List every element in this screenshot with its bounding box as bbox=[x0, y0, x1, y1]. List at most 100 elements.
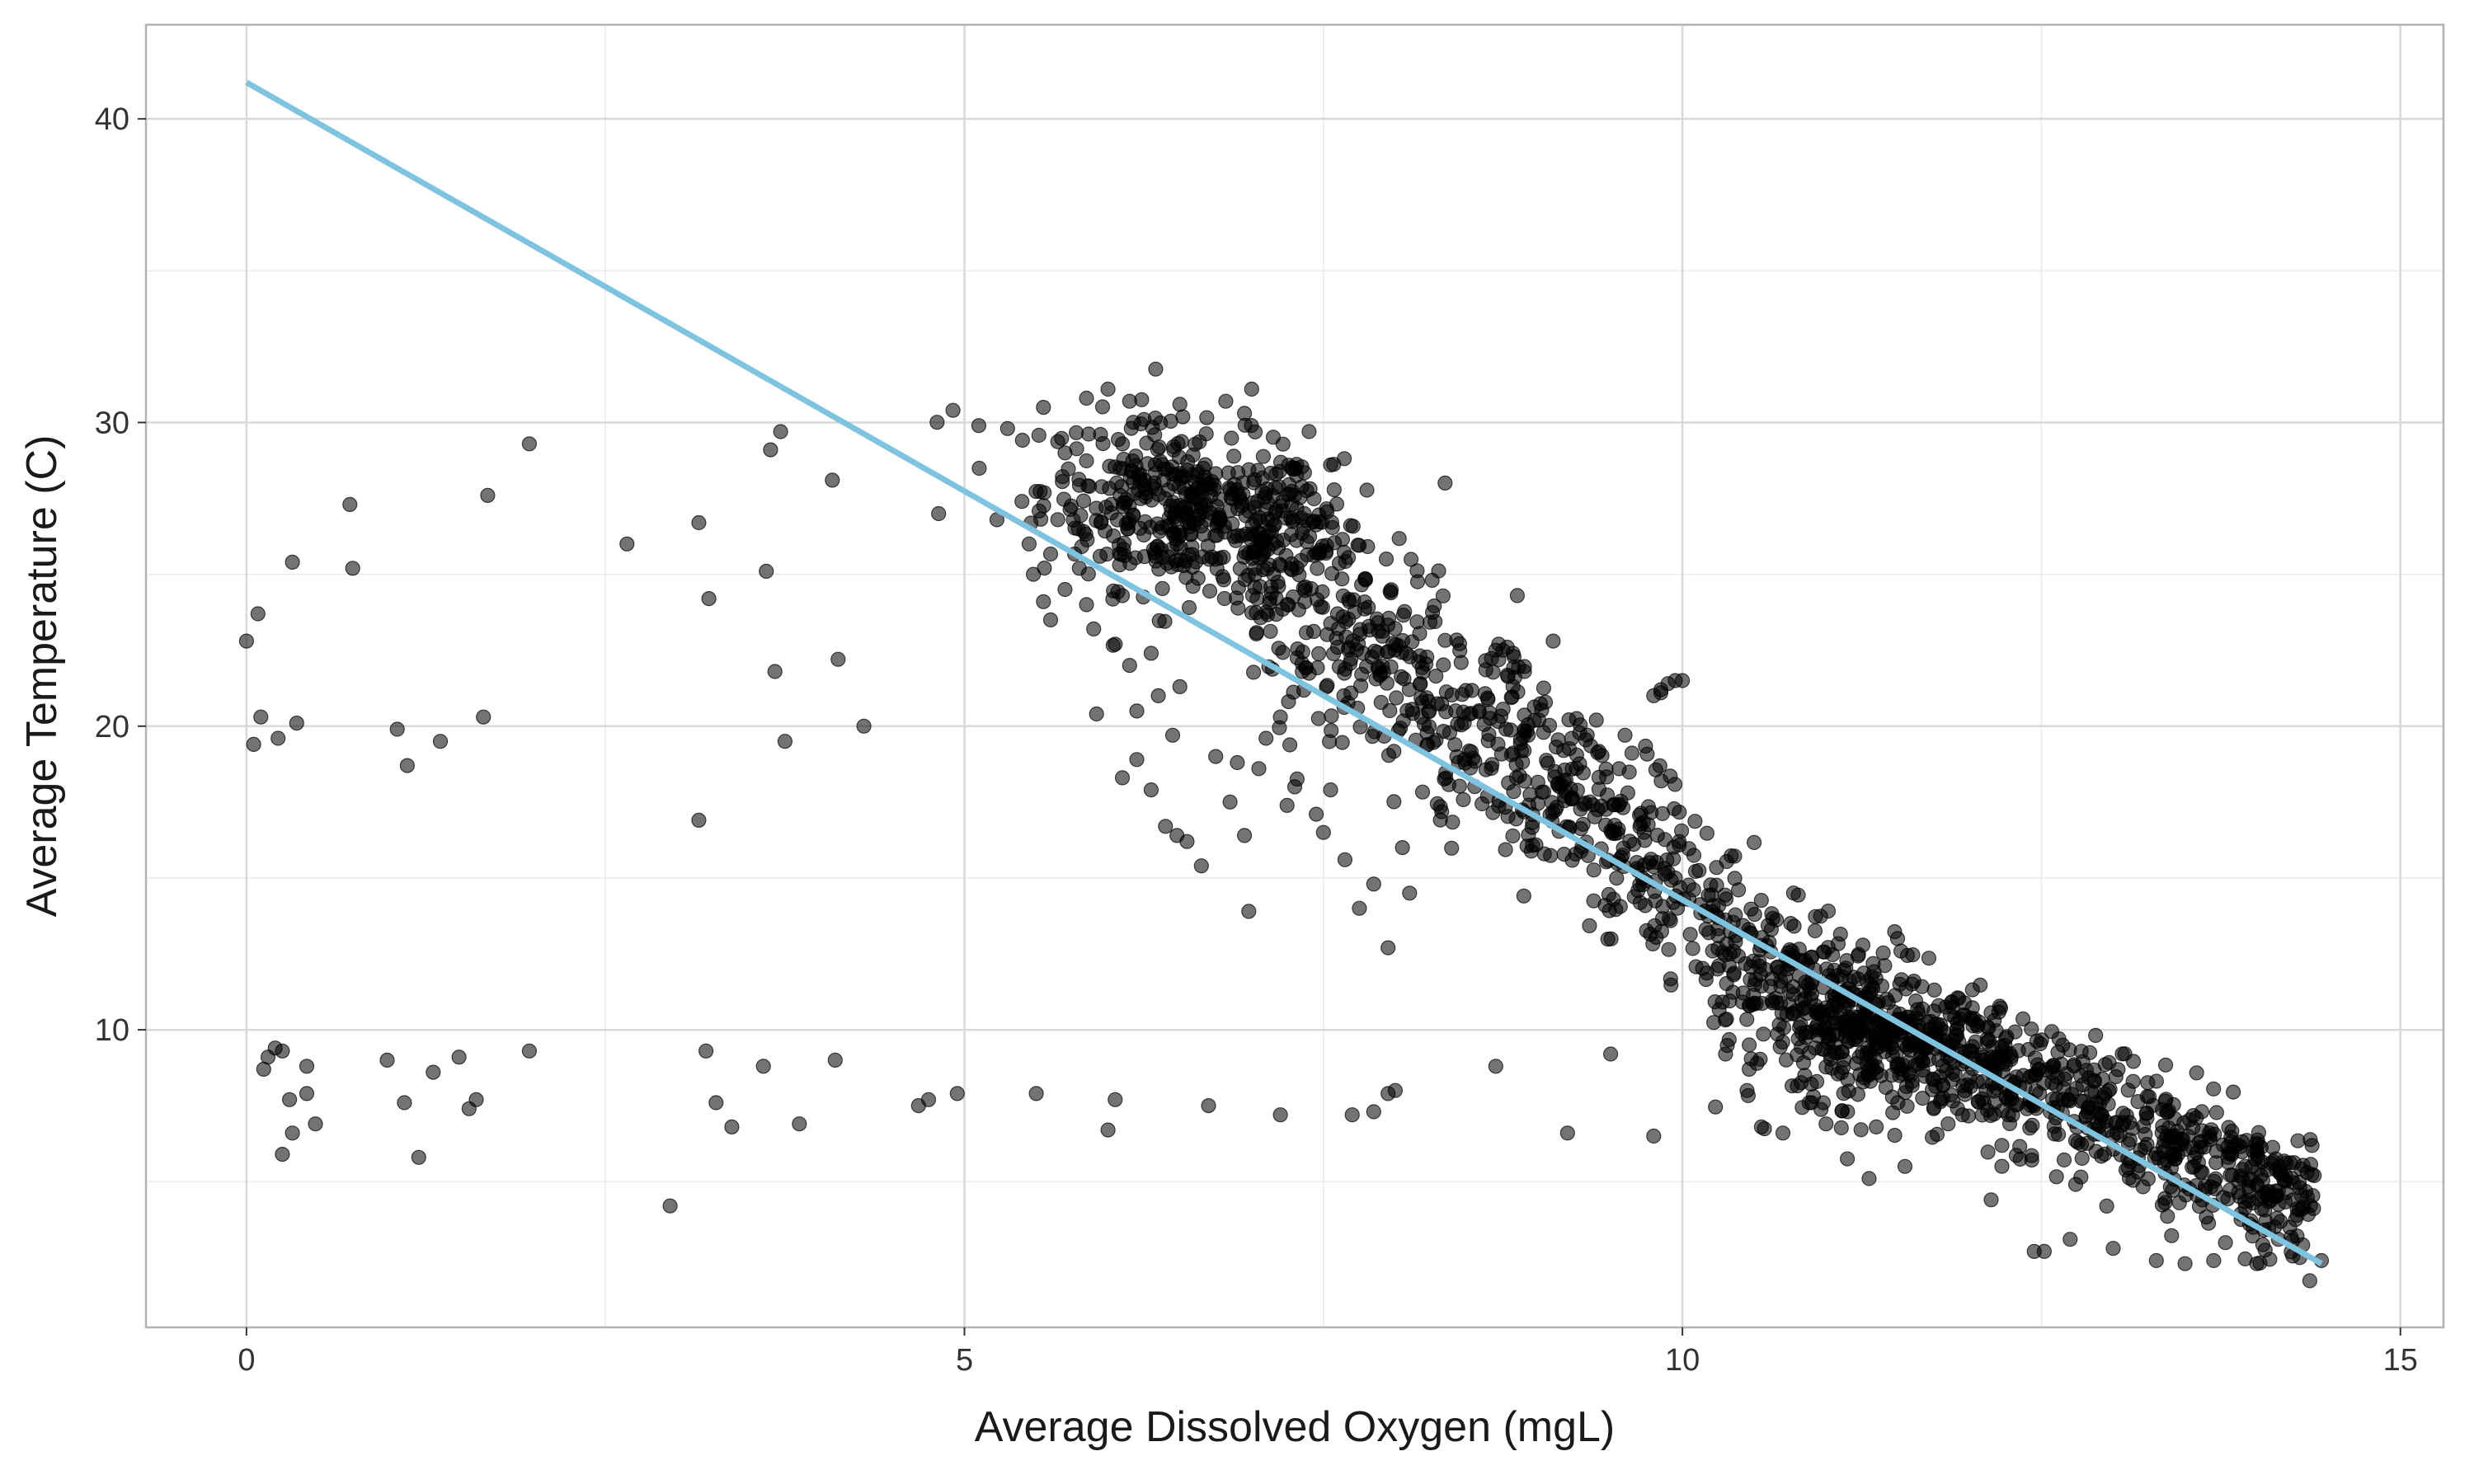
data-point bbox=[1361, 540, 1375, 554]
data-point bbox=[2195, 1105, 2209, 1119]
data-point bbox=[2025, 1148, 2039, 1162]
data-point bbox=[2049, 1170, 2063, 1184]
data-point bbox=[1747, 835, 1761, 849]
data-point bbox=[1870, 1120, 1884, 1134]
data-point bbox=[1750, 1056, 1764, 1070]
data-point bbox=[1117, 453, 1131, 467]
data-point bbox=[764, 443, 778, 457]
data-point bbox=[2194, 1165, 2208, 1179]
data-point bbox=[1569, 847, 1583, 861]
data-point bbox=[1822, 904, 1836, 918]
data-point bbox=[1338, 852, 1352, 866]
data-point bbox=[1166, 728, 1180, 742]
data-point bbox=[1123, 471, 1137, 485]
data-point bbox=[2146, 1098, 2160, 1112]
data-point bbox=[1029, 1087, 1043, 1101]
data-point bbox=[1454, 655, 1468, 669]
data-point bbox=[1376, 629, 1390, 643]
data-point bbox=[1616, 801, 1630, 815]
data-point bbox=[1498, 843, 1512, 857]
data-point bbox=[1777, 1021, 1791, 1035]
data-point bbox=[1362, 619, 1376, 633]
data-point bbox=[1058, 583, 1072, 597]
data-point bbox=[300, 1059, 314, 1073]
data-point bbox=[709, 1096, 723, 1110]
data-point bbox=[1841, 1152, 1855, 1166]
data-point bbox=[1506, 829, 1520, 843]
data-point bbox=[1672, 838, 1686, 852]
data-point bbox=[2089, 1028, 2103, 1042]
data-point bbox=[1089, 707, 1103, 721]
data-point bbox=[1898, 1038, 1912, 1052]
data-point bbox=[380, 1053, 394, 1067]
data-point bbox=[1840, 1020, 1854, 1034]
data-point bbox=[1676, 674, 1690, 688]
data-point bbox=[283, 1092, 297, 1106]
data-point bbox=[1644, 852, 1658, 866]
data-point bbox=[1663, 972, 1677, 986]
data-point bbox=[1455, 718, 1469, 732]
data-point bbox=[1782, 984, 1796, 998]
data-point bbox=[1183, 601, 1197, 615]
data-point bbox=[522, 437, 536, 451]
data-point bbox=[1851, 949, 1865, 963]
data-point bbox=[1668, 777, 1682, 791]
data-point bbox=[481, 488, 495, 502]
data-point bbox=[1259, 731, 1273, 745]
x-tick-label: 0 bbox=[238, 1343, 255, 1378]
data-point bbox=[1366, 877, 1380, 891]
data-point bbox=[1520, 724, 1534, 738]
data-point bbox=[1179, 487, 1193, 501]
data-point bbox=[1316, 825, 1330, 839]
data-point bbox=[2238, 1252, 2252, 1266]
data-point bbox=[1620, 786, 1634, 800]
data-point bbox=[275, 1148, 289, 1162]
data-point bbox=[1283, 738, 1297, 752]
data-point bbox=[2119, 1109, 2133, 1123]
data-point bbox=[477, 710, 491, 724]
data-point bbox=[1576, 766, 1590, 780]
data-point bbox=[1290, 772, 1304, 786]
data-point bbox=[1197, 462, 1211, 476]
data-point bbox=[1302, 425, 1316, 439]
data-point bbox=[1941, 1117, 1955, 1131]
data-point bbox=[1790, 1048, 1804, 1062]
data-point bbox=[412, 1150, 426, 1164]
data-point bbox=[1183, 501, 1197, 515]
data-point bbox=[1055, 431, 1069, 445]
data-point bbox=[1807, 1089, 1821, 1103]
data-point bbox=[2161, 1209, 2175, 1223]
data-point bbox=[1152, 613, 1166, 627]
data-point bbox=[2250, 1144, 2264, 1158]
data-point bbox=[1592, 770, 1606, 784]
data-point bbox=[1545, 805, 1559, 819]
data-point bbox=[1747, 996, 1761, 1010]
data-point bbox=[1188, 475, 1202, 489]
data-point bbox=[2074, 1045, 2088, 1059]
data-point bbox=[1759, 963, 1773, 977]
data-point bbox=[1332, 660, 1346, 674]
data-point bbox=[1491, 737, 1505, 751]
data-point bbox=[1546, 634, 1560, 648]
data-point bbox=[1149, 458, 1163, 472]
data-point bbox=[1255, 471, 1269, 485]
data-point bbox=[1231, 466, 1245, 480]
data-point bbox=[1096, 437, 1110, 451]
data-point bbox=[1382, 611, 1396, 625]
data-point bbox=[702, 592, 716, 606]
data-point bbox=[1247, 665, 1261, 679]
data-point bbox=[1276, 646, 1290, 660]
data-point bbox=[247, 737, 261, 751]
data-point bbox=[1300, 535, 1314, 549]
data-point bbox=[857, 719, 871, 733]
data-point bbox=[1719, 1012, 1733, 1026]
x-tick-label: 10 bbox=[1665, 1343, 1700, 1378]
data-point bbox=[1634, 817, 1648, 831]
data-point bbox=[2118, 1047, 2132, 1061]
data-point bbox=[1145, 493, 1159, 507]
data-point bbox=[2080, 1136, 2094, 1150]
data-point bbox=[2100, 1199, 2114, 1213]
data-point bbox=[1252, 762, 1266, 776]
data-point bbox=[1310, 807, 1324, 821]
